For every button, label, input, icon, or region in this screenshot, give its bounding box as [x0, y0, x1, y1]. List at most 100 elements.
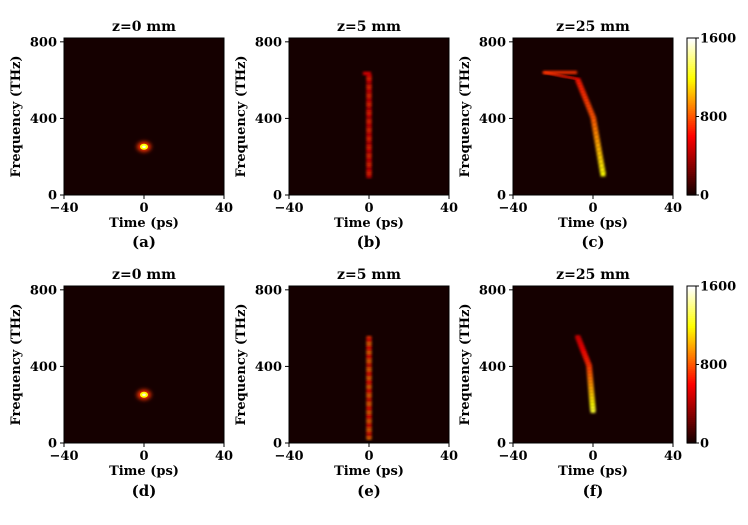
colorbar-band	[687, 317, 696, 320]
x-tick-label: 40	[664, 201, 682, 216]
trace-segment	[589, 112, 595, 117]
colorbar-band	[687, 325, 696, 328]
trace-segment	[366, 407, 372, 410]
colorbar-band	[687, 384, 696, 387]
trace-segment	[366, 171, 372, 174]
colorbar-tick-label: 800	[700, 110, 727, 125]
y-axis-label: Frequency (THz)	[9, 303, 24, 425]
trace-segment	[366, 345, 372, 348]
colorbar-band	[687, 51, 696, 55]
trace-segment	[366, 398, 372, 401]
colorbar-band	[687, 120, 696, 123]
trace-segment	[366, 434, 372, 438]
colorbar-band	[687, 376, 696, 379]
trace-segment	[366, 384, 372, 387]
caption-e: (e)	[357, 482, 381, 500]
spectral-core	[142, 145, 146, 149]
colorbar-band	[687, 293, 696, 297]
trace-segment	[592, 126, 598, 132]
trace-segment	[366, 168, 372, 172]
colorbar-band	[687, 89, 696, 92]
colorbar-band	[687, 380, 696, 383]
colorbar-band	[687, 69, 696, 72]
colorbar-band	[687, 149, 696, 153]
colorbar-band	[687, 307, 696, 311]
trace-segment	[577, 341, 583, 346]
colorbar-band	[687, 358, 696, 362]
y-tick-label: 800	[255, 35, 282, 50]
colorbar-band	[687, 335, 696, 338]
colorbar-band	[687, 187, 696, 190]
trace-segment	[599, 167, 605, 173]
y-tick-label: 800	[479, 283, 506, 298]
trace-segment	[366, 400, 372, 403]
colorbar-band	[687, 441, 696, 444]
colorbar-band	[687, 427, 696, 430]
trace-segment	[582, 352, 588, 356]
caption-f: (f)	[582, 482, 604, 500]
trace-segment	[366, 93, 372, 96]
trace-segment	[598, 158, 604, 165]
colorbar-band	[687, 370, 696, 373]
trace-mark	[363, 71, 371, 75]
trace-segment	[578, 344, 584, 348]
trace-segment	[366, 125, 372, 128]
colorbar-band	[687, 191, 696, 194]
trace-segment	[366, 370, 372, 374]
trace-segment	[590, 405, 596, 410]
colorbar-band	[687, 110, 696, 114]
colorbar-band	[687, 185, 696, 188]
colorbar-band	[687, 106, 696, 110]
colorbar-band	[687, 153, 696, 157]
colorbar-band	[687, 391, 696, 395]
trace-segment	[587, 379, 593, 384]
trace-segment	[588, 388, 594, 394]
trace-segment	[366, 123, 372, 126]
colorbar-tick-label: 800	[700, 358, 727, 373]
trace-segment	[584, 101, 590, 105]
trace-segment	[600, 171, 606, 177]
caption-b: (b)	[356, 233, 382, 251]
colorbar-band	[687, 289, 696, 293]
colorbar-band	[687, 71, 696, 74]
colorbar-band	[687, 295, 696, 299]
colorbar-band	[687, 315, 696, 318]
trace-segment	[366, 74, 372, 78]
colorbar-band	[687, 399, 696, 403]
colorbar-band	[687, 142, 696, 145]
trace-segment	[366, 97, 372, 101]
panel-title: z=25 mm	[556, 267, 630, 283]
trace-segment	[366, 100, 372, 103]
trace-segment	[580, 348, 586, 352]
colorbar-1: 0 800 1600	[686, 32, 736, 204]
trace-segment	[585, 103, 591, 108]
trace-segment	[366, 366, 372, 369]
y-axis-label: Frequency (THz)	[234, 303, 249, 425]
x-tick-label: 0	[364, 449, 373, 464]
trace-segment	[583, 357, 589, 361]
colorbar-band	[687, 321, 696, 324]
trace-segment	[577, 339, 583, 343]
trace-segment	[575, 78, 581, 83]
colorbar-band	[687, 409, 696, 413]
colorbar-band	[687, 193, 696, 196]
colorbar-band	[687, 130, 696, 133]
x-axis-label: Time (ps)	[558, 216, 628, 231]
trace-segment	[366, 343, 372, 346]
trace-segment	[581, 350, 587, 354]
colorbar-band	[687, 429, 696, 432]
colorbar-band	[687, 87, 696, 90]
trace-segment	[583, 98, 589, 103]
panel-title: z=5 mm	[337, 19, 401, 35]
colorbar-band	[687, 79, 696, 82]
y-tick-label: 0	[48, 189, 57, 204]
colorbar-band	[687, 98, 696, 102]
y-axis-label: Frequency (THz)	[9, 55, 24, 177]
panel-title: z=0 mm	[112, 19, 176, 35]
colorbar-band	[687, 390, 696, 393]
x-tick-label: −40	[50, 201, 79, 216]
caption-d: (d)	[131, 482, 157, 500]
